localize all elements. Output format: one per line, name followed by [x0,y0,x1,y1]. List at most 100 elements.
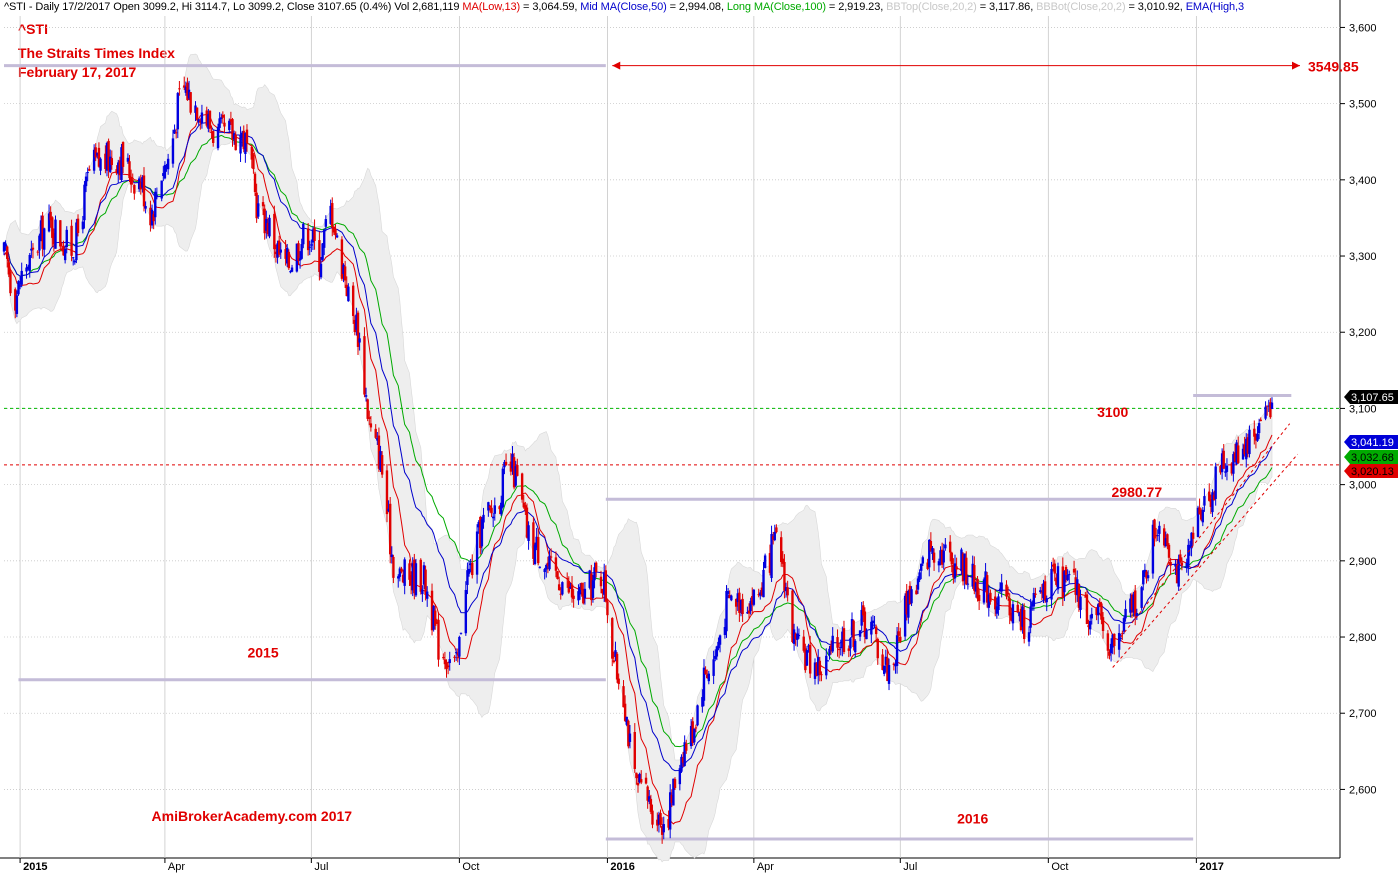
candle-body [836,637,839,648]
candle-body [1068,574,1071,576]
candle-body [71,257,75,259]
candle-body [561,582,564,595]
candle-body [961,553,965,582]
candle-body [1245,438,1248,460]
candle-body [940,549,944,565]
candle-body [414,563,418,596]
candle-body [477,521,480,528]
candle-body [1243,444,1246,455]
candle-body [290,267,294,272]
candle-body [501,468,505,507]
candle-body [261,202,265,207]
candle-body [1117,633,1121,650]
candle-body [205,110,208,126]
candle-body [1113,633,1116,647]
candle-body [997,596,1000,611]
candle-body [38,235,41,251]
header-bbtop-label: BBTop(Close,20,2) [886,1,977,13]
candle-body [1063,571,1066,593]
candle-body [1076,579,1079,596]
candle-body [1130,594,1134,610]
candle-body [302,223,305,245]
candle-body [813,662,817,679]
candle-body [1019,608,1023,631]
candle-body [1100,603,1103,620]
candle-body [1122,618,1126,632]
candle-body [351,285,355,316]
candle-body [603,572,606,595]
candle-body [656,819,659,826]
candle-body [1053,563,1056,574]
candle-body [533,544,537,565]
candle-body [910,589,913,604]
y-tick-label: 3,100 [1349,403,1377,415]
candle-body [1084,596,1087,598]
candle-body [673,779,677,788]
candle-body [963,553,966,581]
candle-body [392,556,395,578]
candle-body [47,213,51,232]
candle-body [409,575,413,586]
candle-body [403,559,406,586]
candle-body [355,314,358,330]
candle-body [514,466,517,486]
candle-body [628,733,632,742]
candle-body [482,514,485,523]
candle-body [730,595,733,601]
candle-body [197,119,200,123]
candle-body [895,635,899,666]
candle-body [837,648,841,651]
candle-body [239,135,242,154]
candle-body [387,508,390,512]
candle-body [712,659,715,676]
candle-body [1090,613,1093,619]
candle-body [221,114,225,118]
candle-body [668,792,672,830]
candle-body [1027,632,1031,642]
candle-body [340,239,344,279]
candle-body [4,243,7,247]
candle-body [1153,519,1156,539]
candle-body [176,93,179,130]
candle-body [738,592,741,613]
candle-body [435,622,439,624]
candle-body [1018,612,1021,617]
candle-body [1121,633,1124,635]
candle-body [704,669,707,675]
candle-body [1051,564,1055,567]
candle-body [419,559,422,592]
header-ma-low-label: MA(Low,13) [462,1,521,13]
candle-body [332,226,336,233]
candle-body [284,249,287,259]
candle-body [763,555,767,568]
candle-body [487,502,490,511]
candle-body [356,312,360,347]
candle-body [604,570,608,602]
candle-body [1265,405,1269,407]
candle-body [818,660,822,675]
candle-body [385,470,389,515]
candle-body [718,635,722,645]
candle-body [1111,634,1114,648]
candle-body [736,593,739,603]
candle-body [802,636,805,651]
candle-body [570,584,574,598]
candle-body [549,556,553,558]
candle-body [907,590,910,618]
candle-body [1235,442,1238,465]
candle-body [397,576,400,579]
candle-body [715,646,719,657]
candle-body [96,152,99,156]
candle-body [9,272,12,294]
candle-body [467,568,471,574]
candle-body [572,595,575,599]
candle-body [76,218,80,233]
candle-body [1209,499,1213,507]
candle-body [287,252,291,269]
candle-body [216,126,220,149]
candle-body [1143,569,1147,574]
candle-body [144,206,147,209]
candle-body [606,601,609,616]
candle-body [886,657,889,682]
candle-body [234,134,237,151]
